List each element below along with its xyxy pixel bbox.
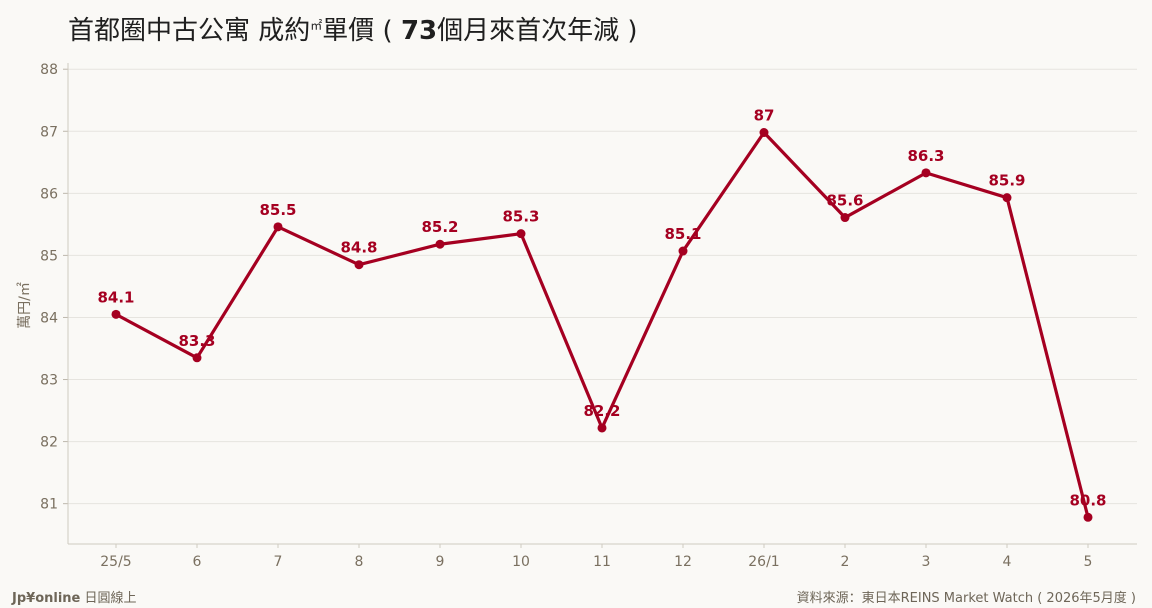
data-point xyxy=(921,168,931,178)
data-point xyxy=(192,353,202,363)
brand-name: Jp¥online xyxy=(12,591,81,606)
data-label: 85.1 xyxy=(664,225,701,243)
data-label: 85.5 xyxy=(259,201,296,219)
data-point xyxy=(435,239,445,249)
point-layer xyxy=(111,128,1093,522)
data-point xyxy=(516,229,526,239)
data-label: 84.8 xyxy=(340,239,377,257)
data-point xyxy=(354,260,364,270)
line-layer xyxy=(114,130,1090,519)
x-tick-label: 25/5 xyxy=(100,554,131,570)
title-number: 73 xyxy=(400,16,438,46)
y-tick-label: 86 xyxy=(40,186,58,202)
x-tick-label: 10 xyxy=(512,554,530,570)
x-tick-label: 4 xyxy=(1003,554,1012,570)
x-tick-label: 12 xyxy=(674,554,692,570)
data-point xyxy=(111,309,121,319)
y-tick-label: 81 xyxy=(40,497,58,513)
brand-footer: Jp¥online 日圓線上 xyxy=(12,587,137,606)
y-tick-label: 84 xyxy=(40,310,58,326)
series-line xyxy=(114,130,1090,519)
data-label: 86.3 xyxy=(907,147,944,165)
y-axis-label: 萬円/㎡ xyxy=(17,282,33,329)
label-layer: 84.1 83.3 85.5 84.8 85.2 85.3 82.2 85.1 87 85.6 86… xyxy=(97,107,1106,510)
data-label: 85.3 xyxy=(502,208,539,226)
x-tick-label: 5 xyxy=(1084,554,1093,570)
y-tick-label: 83 xyxy=(40,373,58,389)
title-unit: ㎡ xyxy=(310,18,323,33)
data-point xyxy=(1083,512,1093,522)
data-label: 80.8 xyxy=(1069,491,1106,509)
data-label: 85.6 xyxy=(826,192,863,210)
y-tick-label: 82 xyxy=(40,435,58,451)
data-point xyxy=(273,222,283,232)
x-tick-label: 2 xyxy=(841,554,850,570)
x-tick-label: 9 xyxy=(436,554,445,570)
brand-subtitle: 日圓線上 xyxy=(80,591,137,606)
data-point xyxy=(597,423,607,433)
x-tick-label: 8 xyxy=(355,554,364,570)
data-point xyxy=(678,246,688,256)
data-label: 82.2 xyxy=(583,402,620,420)
data-label: 84.1 xyxy=(97,288,134,306)
chart-title: 首都圈中古公寓 成約㎡單價 ( 73個月來首次年減 ) xyxy=(68,10,638,47)
data-label: 87 xyxy=(754,107,775,125)
title-part2: 單價 ( xyxy=(322,16,401,46)
data-label: 83.3 xyxy=(178,332,215,350)
data-label: 85.2 xyxy=(421,218,458,236)
data-point xyxy=(759,128,769,138)
x-tick-label: 7 xyxy=(274,554,283,570)
y-tick-label: 88 xyxy=(40,62,58,78)
data-point xyxy=(840,213,850,223)
title-part3: 個月來首次年減 ) xyxy=(437,16,638,46)
x-tick-label: 6 xyxy=(193,554,202,570)
title-part1: 首都圈中古公寓 成約 xyxy=(68,16,311,46)
axis-layer: 81 82 83 84 85 86 87 88 萬円/㎡ 25/5 6 7 8 9 10 11 12 26/1 2 3… xyxy=(17,62,1137,570)
x-tick-label: 26/1 xyxy=(748,554,779,570)
data-label: 85.9 xyxy=(988,172,1025,190)
y-tick-label: 85 xyxy=(40,248,58,264)
source-note: 資料來源：東日本REINS Market Watch ( 2026年5月度 ) xyxy=(796,591,1136,606)
data-point xyxy=(1002,193,1012,203)
grid-layer xyxy=(68,68,1137,505)
x-tick-label: 3 xyxy=(922,554,931,570)
x-tick-label: 11 xyxy=(593,554,611,570)
y-tick-label: 87 xyxy=(40,124,58,140)
